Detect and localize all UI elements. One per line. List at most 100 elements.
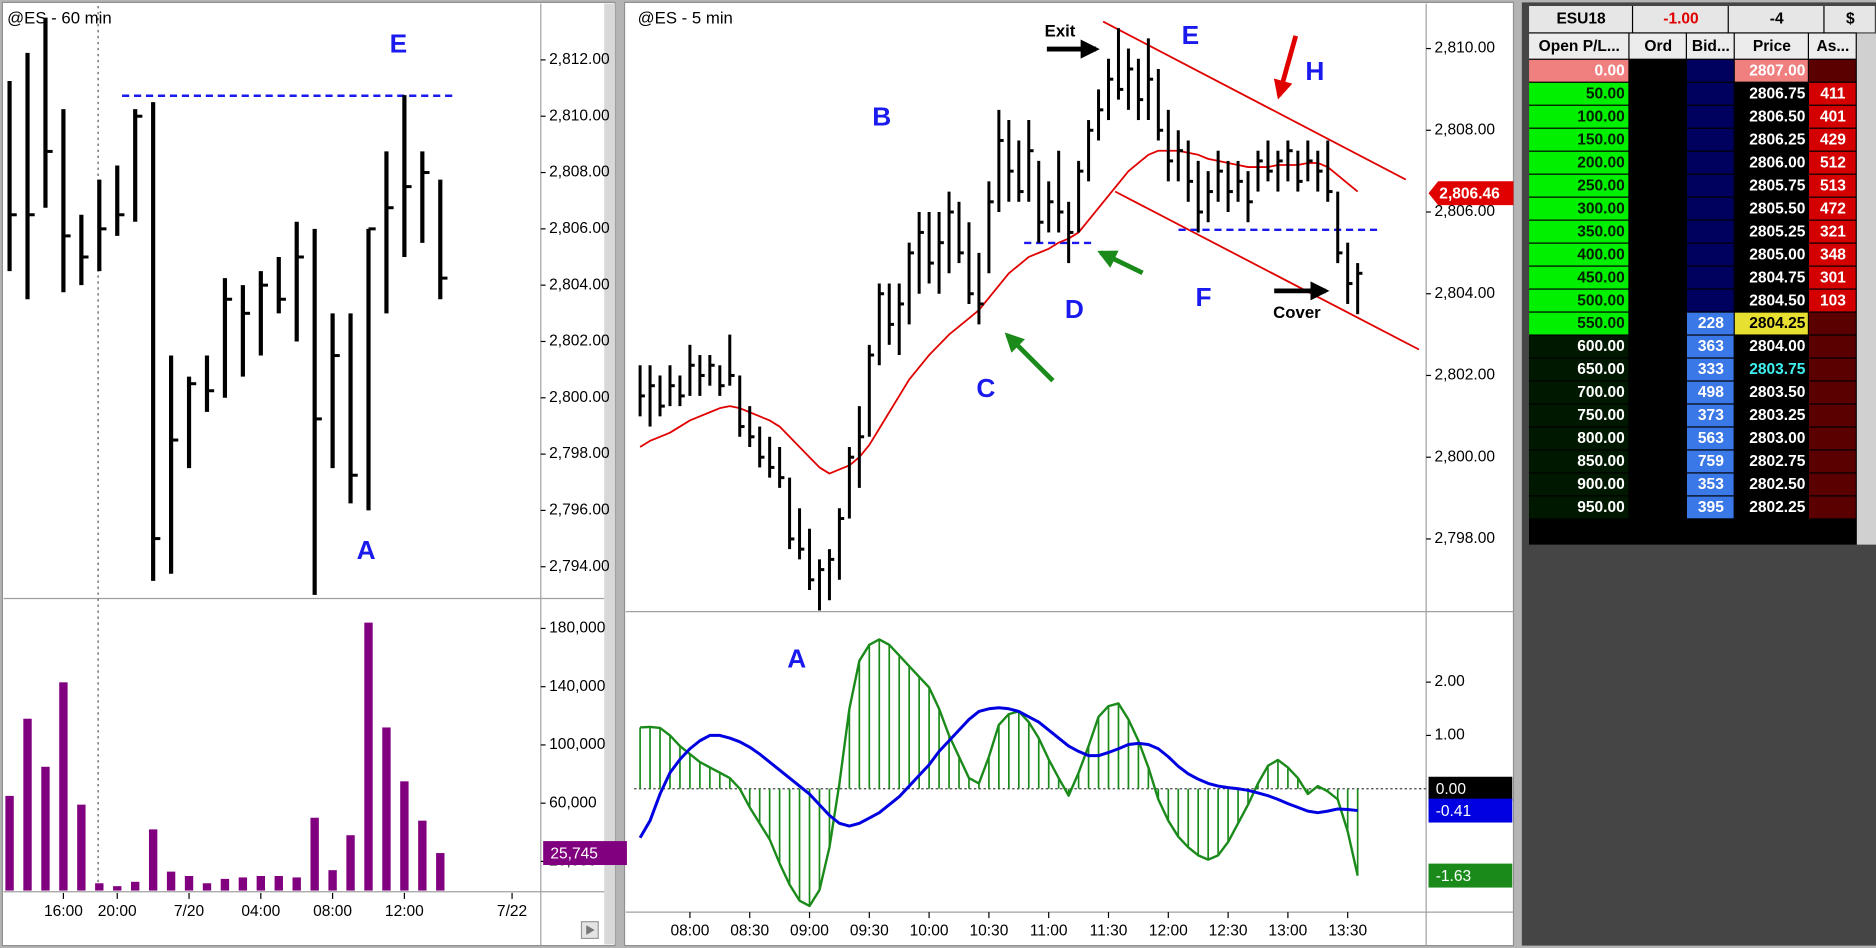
ladder-cell[interactable] — [1686, 358, 1734, 381]
ladder-cell[interactable] — [1629, 151, 1686, 174]
ladder-cell[interactable] — [1809, 289, 1856, 312]
ladder-cell[interactable] — [1734, 105, 1808, 128]
ladder-cell[interactable] — [1734, 289, 1808, 312]
ladder-cell[interactable] — [1629, 220, 1686, 243]
ladder-cell[interactable] — [1809, 266, 1856, 289]
ladder-cell[interactable] — [1734, 59, 1808, 82]
ladder-cell[interactable] — [1809, 427, 1856, 450]
ladder-cell[interactable] — [1734, 312, 1808, 335]
ladder-cell[interactable] — [1809, 197, 1856, 220]
ladder-cell[interactable] — [1734, 381, 1808, 404]
x-tick-label: 08:00 — [313, 903, 352, 920]
ladder-cell[interactable] — [1686, 197, 1734, 220]
ladder-cell[interactable] — [1734, 450, 1808, 473]
ladder-cell[interactable] — [1734, 174, 1808, 197]
ladder-column-header[interactable] — [1809, 33, 1856, 59]
ladder-cell[interactable] — [1809, 473, 1856, 496]
ladder-cell-text: 2803.25 — [1749, 407, 1806, 424]
ladder-cell[interactable] — [1686, 496, 1734, 519]
ladder-cell[interactable] — [1734, 220, 1808, 243]
ladder-cell[interactable] — [1686, 174, 1734, 197]
ladder-cell[interactable] — [1629, 473, 1686, 496]
ladder-cell[interactable] — [1686, 82, 1734, 105]
ladder-cell[interactable] — [1629, 105, 1686, 128]
ladder-cell[interactable] — [1809, 105, 1856, 128]
ladder-cell[interactable] — [1734, 427, 1808, 450]
ladder-cell-text: 2804.00 — [1749, 338, 1806, 355]
ladder-cell[interactable] — [1629, 82, 1686, 105]
ladder-cell[interactable] — [1809, 381, 1856, 404]
ladder-cell[interactable] — [1734, 496, 1808, 519]
ladder-cell[interactable] — [1629, 174, 1686, 197]
ladder-cell[interactable] — [1734, 473, 1808, 496]
ladder-cell[interactable] — [1686, 128, 1734, 151]
ladder-cell[interactable] — [1809, 174, 1856, 197]
ladder-cell-text: 950.00 — [1577, 499, 1625, 516]
ladder-cell[interactable] — [1629, 59, 1686, 82]
ladder-cell[interactable] — [1809, 335, 1856, 358]
ladder-column-header[interactable] — [1734, 33, 1808, 59]
ladder-cell[interactable] — [1686, 105, 1734, 128]
ladder-cell[interactable] — [1629, 450, 1686, 473]
ladder-cell[interactable] — [1629, 427, 1686, 450]
ladder-cell[interactable] — [1686, 427, 1734, 450]
ladder-cell-text: 250.00 — [1577, 177, 1625, 194]
ladder-cell[interactable] — [1686, 151, 1734, 174]
ladder-cell[interactable] — [1734, 335, 1808, 358]
red-arrow-h — [1273, 35, 1299, 100]
ladder-cell[interactable] — [1629, 381, 1686, 404]
ladder-cell[interactable] — [1629, 266, 1686, 289]
ladder-cell-text: 800.00 — [1577, 430, 1625, 447]
y-tick-label: 2,806.00 — [1435, 203, 1496, 220]
ladder-column-header[interactable] — [1529, 33, 1629, 59]
ladder-cell-text: 500.00 — [1577, 292, 1625, 309]
ladder-cell[interactable] — [1809, 151, 1856, 174]
ladder-cell[interactable] — [1686, 312, 1734, 335]
ladder-cell[interactable] — [1809, 312, 1856, 335]
chart-title: @ES - 60 min — [7, 9, 111, 28]
ladder-cell[interactable] — [1629, 496, 1686, 519]
ladder-cell[interactable] — [1686, 220, 1734, 243]
ladder-cell[interactable] — [1734, 128, 1808, 151]
ladder-cell[interactable] — [1686, 473, 1734, 496]
ladder-column-header[interactable] — [1686, 33, 1734, 59]
bar — [699, 762, 701, 789]
ladder-cell[interactable] — [1734, 151, 1808, 174]
ladder-cell[interactable] — [1734, 243, 1808, 266]
ladder-cell[interactable] — [1629, 358, 1686, 381]
ladder-cell[interactable] — [1734, 358, 1808, 381]
ladder-cell[interactable] — [1629, 312, 1686, 335]
ladder-scrollbar[interactable] — [1856, 33, 1876, 545]
ladder-cell[interactable] — [1629, 404, 1686, 427]
y-tick-label: 2,794.00 — [549, 558, 610, 575]
ladder-cell[interactable] — [1629, 197, 1686, 220]
ladder-cell[interactable] — [1686, 404, 1734, 427]
ladder-cell[interactable] — [1686, 381, 1734, 404]
ladder-cell[interactable] — [1734, 404, 1808, 427]
ladder-cell[interactable] — [1809, 358, 1856, 381]
ladder-cell[interactable] — [1809, 404, 1856, 427]
ladder-cell[interactable] — [1629, 128, 1686, 151]
bar — [1157, 788, 1160, 800]
ladder-cell[interactable] — [1686, 289, 1734, 312]
ladder-cell[interactable] — [1629, 243, 1686, 266]
annotation: E — [390, 28, 408, 58]
ladder-cell[interactable] — [1734, 197, 1808, 220]
ladder-cell[interactable] — [1629, 289, 1686, 312]
ladder-cell[interactable] — [1809, 59, 1856, 82]
ladder-cell[interactable] — [1809, 450, 1856, 473]
ladder-cell[interactable] — [1809, 243, 1856, 266]
ladder-cell[interactable] — [1809, 82, 1856, 105]
ladder-cell[interactable] — [1809, 128, 1856, 151]
ladder-cell[interactable] — [1686, 335, 1734, 358]
ladder-cell[interactable] — [1734, 82, 1808, 105]
ladder-cell[interactable] — [1809, 220, 1856, 243]
ladder-cell[interactable] — [1629, 335, 1686, 358]
ladder-cell[interactable] — [1686, 243, 1734, 266]
ladder-cell[interactable] — [1686, 266, 1734, 289]
ladder-cell[interactable] — [1734, 266, 1808, 289]
ladder-cell[interactable] — [1686, 59, 1734, 82]
ladder-cell[interactable] — [1809, 496, 1856, 519]
ladder-cell[interactable] — [1686, 450, 1734, 473]
ladder-column-header[interactable] — [1629, 33, 1686, 59]
